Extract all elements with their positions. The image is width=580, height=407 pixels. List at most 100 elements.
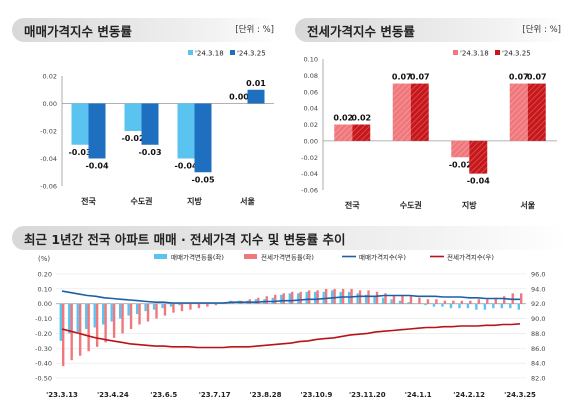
right-tick-label: 90.0: [531, 315, 545, 323]
jeonse-change-bar: [384, 293, 387, 304]
sale-change-bar: [135, 303, 139, 315]
jeonse-change-bar: [486, 299, 489, 304]
data-label: 0.02: [351, 114, 371, 123]
category-label: 수도권: [130, 196, 152, 206]
data-label: 0.07: [509, 73, 529, 82]
x-tick-label: '23.8.28: [250, 391, 282, 399]
legend-swatch-2: [495, 50, 500, 55]
sale-change-bar: [483, 303, 487, 310]
sale-change-bar: [432, 303, 436, 307]
y-tick-label: 0.10: [304, 56, 318, 64]
data-label: -0.02: [449, 160, 472, 169]
sale-index-line: [61, 290, 520, 304]
jeonse-change-bar: [409, 296, 413, 304]
jeonse-change-bar: [138, 303, 141, 325]
bar-전국-1: [71, 103, 89, 145]
sale-change-bar: [492, 303, 495, 309]
category-label: 전국: [81, 196, 96, 206]
bar-지방-2: [194, 103, 212, 173]
bar-지방-1: [451, 140, 470, 158]
jeonse-change-bar: [477, 299, 480, 304]
sale-change-bar: [127, 303, 130, 316]
jeonse-change-bar: [274, 294, 277, 304]
bar-수도권-1: [392, 83, 411, 141]
y-tick-label: -0.04: [301, 170, 318, 178]
bar-수도권-2: [141, 103, 159, 145]
y-tick-label: -0.02: [40, 128, 57, 136]
y-tick-label: 0.00: [304, 137, 318, 145]
jeonse-change-bar: [452, 300, 455, 304]
legend-swatch-1: [154, 254, 167, 259]
data-label: -0.04: [85, 162, 108, 171]
y-tick-label: 0.04: [304, 105, 318, 113]
sale-change-bar: [280, 294, 283, 304]
legend-label-1: 매매가격변동률(좌): [171, 253, 224, 262]
sale-change-bar: [373, 296, 376, 304]
x-tick-label: '24.2.12: [453, 391, 485, 399]
sale-change-bar: [500, 303, 504, 309]
left-tick-label: 0.10: [38, 285, 52, 293]
jeonse-change-bar: [435, 299, 438, 304]
sale-change-bar: [85, 303, 88, 329]
x-tick-label: '23.11.20: [349, 391, 386, 399]
category-label: 서울: [240, 196, 255, 206]
right-tick-label: 88.0: [531, 330, 545, 338]
bar-지방-2: [469, 140, 488, 174]
jeonse-change-bar: [307, 290, 311, 304]
legend-swatch-1: [453, 50, 458, 55]
right-tick-label: 96.0: [531, 271, 545, 279]
jeonse-change-bar: [503, 296, 506, 304]
sale-change-title: 매매가격지수 변동률: [24, 24, 132, 39]
sale-change-bar: [297, 293, 300, 304]
jeonse-change-bar: [197, 303, 201, 309]
jeonse-change-bar: [316, 290, 319, 304]
sale-change-bar: [458, 303, 461, 309]
y-tick-label: 0.02: [304, 121, 318, 129]
left-tick-label: -0.20: [35, 330, 52, 338]
jeonse-change-bar: [155, 303, 158, 319]
jeonse-change-title: 전세가격지수 변동률: [307, 24, 415, 39]
sale-change-bar: [169, 303, 173, 307]
jeonse-change-bar: [95, 303, 99, 347]
right-tick-label: 82.0: [531, 375, 545, 383]
jeonse-change-bar: [426, 299, 430, 304]
jeonse-change-bar: [180, 303, 184, 312]
left-axis-unit: (%): [38, 255, 50, 263]
jeonse-change-panel: 전세가격지수 변동률 [단위 : %] '24.3.18 '24.3.25 0.10…: [295, 18, 567, 218]
category-label: 지방: [187, 196, 202, 206]
sale-change-bar: [76, 303, 79, 332]
y-tick-label: -0.06: [301, 187, 318, 195]
sale-change-bar: [509, 303, 512, 309]
category-label: 수도권: [400, 200, 422, 210]
sale-change-bar: [364, 294, 368, 304]
legend-swatch-2: [244, 254, 257, 259]
sale-change-bar: [381, 297, 385, 304]
right-tick-label: 92.0: [531, 300, 545, 308]
y-tick-label: -0.02: [301, 154, 318, 162]
sale-change-bar: [68, 303, 71, 334]
category-label: 지방: [462, 200, 477, 210]
jeonse-change-bar: [392, 294, 396, 304]
right-tick-label: 84.0: [531, 360, 545, 368]
jeonse-change-unit: [단위 : %]: [522, 25, 561, 35]
y-tick-label: 0.02: [43, 73, 57, 81]
y-tick-label: 0.08: [304, 72, 318, 80]
jeonse-change-bar: [129, 303, 133, 329]
x-tick-label: '23.4.24: [97, 391, 129, 399]
jeonse-change-bar: [257, 297, 260, 304]
jeonse-change-bar: [460, 300, 464, 304]
sale-change-bar: [466, 303, 470, 309]
trend-panel: 최근 1년간 전국 아파트 매매 · 전세가격 지수 및 변동률 추이 (%) 0…: [12, 226, 568, 402]
sale-change-bar: [152, 303, 156, 310]
category-label: 서울: [520, 200, 535, 210]
jeonse-change-chart: '24.3.18 '24.3.25 0.10 0.08 0.06 0.04 0.02 0.00…: [301, 50, 557, 210]
jeonse-change-bar: [163, 303, 167, 316]
legend-label-2: '24.3.25: [237, 50, 266, 58]
x-tick-label: '24.1.1: [405, 391, 432, 399]
sale-change-bar: [407, 302, 410, 304]
data-label: -0.03: [138, 148, 161, 157]
sale-change-bar: [102, 303, 105, 325]
legend-label-1: '24.3.18: [460, 50, 489, 58]
legend-label-1: '24.3.18: [195, 50, 224, 58]
legend-label-2: '24.3.25: [502, 50, 531, 58]
